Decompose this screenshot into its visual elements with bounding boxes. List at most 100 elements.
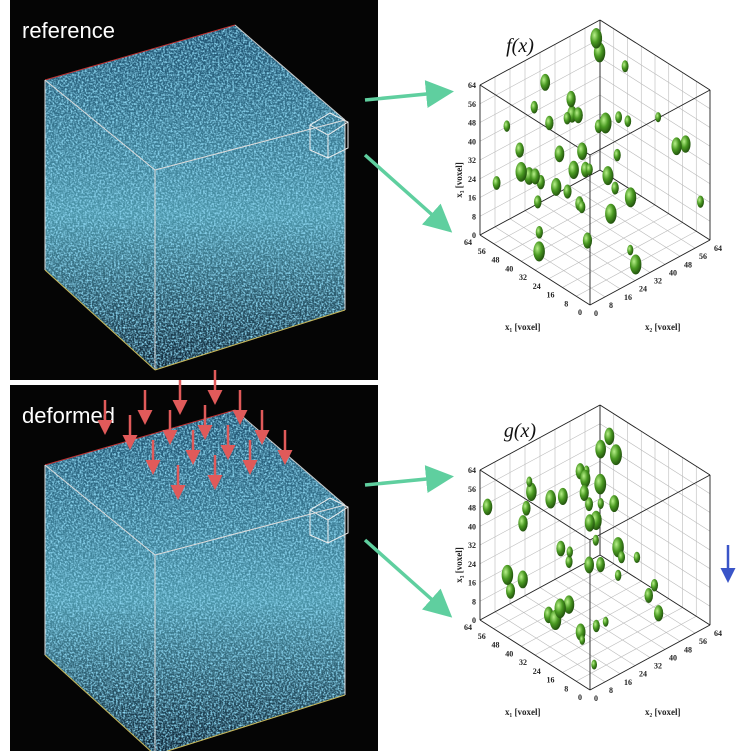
plots: 0008881616162424243232324040404848485656… [454, 20, 722, 717]
tick-label: 32 [654, 662, 662, 671]
tick-label: 8 [564, 684, 568, 693]
particle [593, 535, 599, 546]
tick-label: 64 [464, 238, 472, 247]
box-edge [480, 470, 590, 540]
tick-label: 0 [578, 308, 582, 317]
tick-label: 48 [468, 119, 476, 128]
particle [651, 579, 658, 591]
particle [545, 490, 556, 509]
particle [493, 176, 501, 190]
axis-label: x₃ [voxel] [454, 162, 464, 197]
particle [533, 241, 544, 261]
tick-label: 40 [468, 137, 476, 146]
tick-label: 16 [624, 293, 632, 302]
particle [483, 499, 492, 516]
particle [615, 111, 622, 123]
particle [564, 112, 571, 124]
particle [555, 599, 566, 619]
tick-label: 56 [468, 100, 476, 109]
particle [627, 245, 633, 256]
particle [610, 444, 622, 465]
particle [558, 488, 568, 505]
tick-label: 8 [609, 301, 613, 310]
tick-label: 56 [478, 247, 486, 256]
tick-label: 56 [699, 252, 707, 261]
particle [506, 583, 515, 599]
tick-label: 24 [533, 667, 541, 676]
tick-label: 0 [578, 693, 582, 702]
tick-label: 32 [654, 277, 662, 286]
particle [545, 116, 553, 131]
axis-label: x₁ [voxel] [505, 322, 540, 332]
grid-line [570, 571, 680, 641]
particle [586, 163, 593, 175]
particle [598, 498, 604, 509]
tick-label: 64 [464, 623, 472, 632]
panel-label: reference [22, 18, 115, 43]
tick-label: 40 [468, 522, 476, 531]
particle [536, 226, 543, 239]
particle [566, 91, 575, 107]
particle [579, 635, 585, 645]
box-edge [480, 620, 590, 690]
particle [577, 143, 587, 161]
particle [526, 477, 532, 487]
particle [567, 546, 573, 557]
tick-label: 8 [472, 597, 476, 606]
particle [600, 113, 612, 134]
particle [504, 120, 511, 131]
particle [578, 201, 585, 213]
particle [697, 196, 704, 208]
particle [516, 162, 527, 182]
particle [585, 514, 595, 531]
tick-label: 24 [639, 670, 647, 679]
particle [625, 187, 636, 207]
grid-line [585, 178, 695, 248]
particle [518, 571, 528, 589]
particle [671, 137, 681, 155]
tick-label: 24 [639, 285, 647, 294]
particle [551, 178, 561, 196]
tick-label: 48 [684, 260, 692, 269]
volume-panel: reference [10, 0, 378, 380]
tick-label: 16 [468, 194, 476, 203]
axis-label: x₂ [voxel] [645, 707, 680, 717]
tick-label: 64 [714, 629, 722, 638]
particle [590, 28, 602, 48]
tick-label: 8 [609, 686, 613, 695]
particle [609, 495, 619, 512]
box-edge [590, 625, 710, 690]
particle [574, 107, 583, 123]
particle [531, 168, 540, 184]
particle [583, 232, 592, 248]
particle [596, 557, 605, 572]
tick-label: 32 [468, 541, 476, 550]
particle [580, 470, 590, 488]
box-edge [590, 240, 710, 305]
particle [556, 541, 565, 557]
particle [502, 565, 513, 585]
particle [555, 145, 565, 162]
tick-label: 32 [519, 273, 527, 282]
particle [522, 501, 530, 516]
axis-label: x₂ [voxel] [645, 322, 680, 332]
particle [602, 166, 613, 185]
particle [605, 204, 617, 224]
tick-label: 8 [472, 212, 476, 221]
particle [644, 588, 653, 603]
tick-label: 32 [519, 658, 527, 667]
tick-label: 48 [492, 641, 500, 650]
particle [563, 184, 571, 198]
particle [518, 515, 527, 531]
panel-label: deformed [22, 403, 115, 428]
axis-label: x₃ [voxel] [454, 547, 464, 582]
particle [515, 143, 524, 158]
particle [634, 552, 640, 563]
particle [595, 440, 606, 459]
particle [618, 551, 625, 563]
tick-label: 0 [472, 231, 476, 240]
particle [614, 149, 621, 161]
tick-label: 16 [624, 678, 632, 687]
figure: reference deformed 0 0 0 8 8 8 16 16 16 24 24 24 32 32… [0, 0, 739, 751]
